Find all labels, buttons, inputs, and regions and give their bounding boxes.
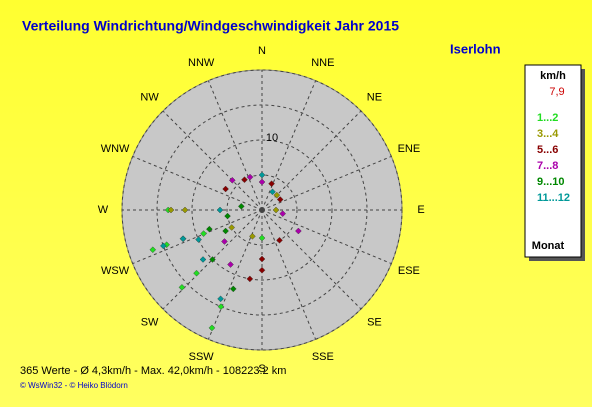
data-point: [217, 295, 224, 303]
copyright: © WsWin32 - © Heiko Blödorn: [20, 381, 128, 390]
legend-entry: 3...4: [537, 128, 559, 140]
data-point: [195, 236, 202, 243]
direction-label: SSE: [312, 351, 334, 363]
direction-label: SW: [141, 316, 159, 328]
direction-label: W: [98, 204, 109, 216]
spoke: [261, 209, 362, 310]
data-point: [238, 203, 245, 210]
data-point: [272, 206, 280, 214]
legend-title: km/h: [540, 70, 566, 82]
spoke: [261, 110, 362, 211]
direction-label: NNW: [188, 57, 215, 69]
data-point: [295, 227, 302, 235]
data-point: [221, 238, 228, 245]
legend-entry: 9...10: [537, 176, 565, 188]
direction-label: ENE: [398, 143, 421, 155]
spoke: [261, 209, 317, 340]
data-point: [258, 234, 266, 242]
direction-label: NE: [367, 91, 382, 103]
data-point: [217, 303, 225, 310]
direction-label: WNW: [101, 143, 130, 155]
data-point: [222, 185, 229, 193]
spoke: [132, 209, 263, 265]
spoke: [162, 110, 263, 211]
direction-label: ESE: [398, 265, 420, 277]
data-point: [206, 225, 213, 233]
data-point: [276, 196, 284, 203]
data-point: [160, 242, 167, 250]
data-point: [209, 256, 216, 263]
direction-label: N: [258, 45, 266, 57]
data-point: [193, 269, 200, 277]
data-point: [181, 206, 189, 214]
legend-entry: 7...8: [537, 160, 558, 172]
data-point: [246, 275, 254, 283]
legend-entry: 11...12: [537, 192, 570, 204]
spoke: [261, 209, 392, 265]
data-point: [149, 246, 157, 254]
data-point: [246, 173, 254, 181]
chart-title: Verteilung Windrichtung/Windgeschwindigk…: [22, 18, 399, 34]
r-tick-label: 10: [266, 132, 278, 144]
grid-ring: [191, 139, 333, 281]
data-point: [258, 266, 266, 274]
data-point: [224, 212, 231, 220]
direction-label: WSW: [101, 265, 130, 277]
data-point: [269, 188, 276, 196]
spoke: [261, 80, 317, 211]
spoke: [162, 209, 263, 310]
legend-box: [524, 64, 582, 258]
data-point: [276, 237, 283, 244]
spoke: [132, 155, 263, 211]
legend-value: 7,9: [549, 86, 564, 98]
data-point: [208, 324, 216, 332]
data-point: [228, 224, 235, 231]
legend-footer: Monat: [532, 240, 565, 252]
data-point: [258, 255, 266, 263]
direction-label: NNE: [311, 57, 334, 69]
data-point: [179, 235, 187, 243]
spoke: [207, 80, 263, 211]
data-point: [227, 261, 234, 268]
legend-entry: 1...2: [537, 112, 558, 124]
data-point: [268, 180, 275, 187]
location: Iserlohn: [450, 41, 501, 56]
data-point: [200, 230, 207, 237]
data-point: [273, 191, 281, 199]
data-point: [279, 210, 286, 217]
direction-label: E: [417, 204, 424, 216]
data-point: [178, 284, 186, 291]
data-point: [258, 171, 266, 179]
direction-label: S: [258, 363, 265, 375]
data-point: [258, 178, 266, 186]
direction-label: SSW: [189, 351, 215, 363]
direction-label: NW: [140, 91, 159, 103]
data-point: [222, 227, 229, 235]
data-point: [249, 233, 256, 240]
direction-label: SE: [367, 316, 382, 328]
spoke: [261, 155, 392, 211]
spoke: [207, 209, 263, 340]
data-point: [229, 177, 236, 184]
data-point: [167, 206, 175, 214]
data-point: [163, 241, 170, 248]
data-point: [199, 256, 207, 263]
data-point: [216, 206, 224, 214]
footer: 365 Werte - Ø 4,3km/h - Max. 42,0km/h - …: [20, 365, 286, 377]
data-point: [229, 285, 237, 293]
data-point: [241, 176, 248, 183]
legend-entry: 5...6: [537, 144, 558, 156]
